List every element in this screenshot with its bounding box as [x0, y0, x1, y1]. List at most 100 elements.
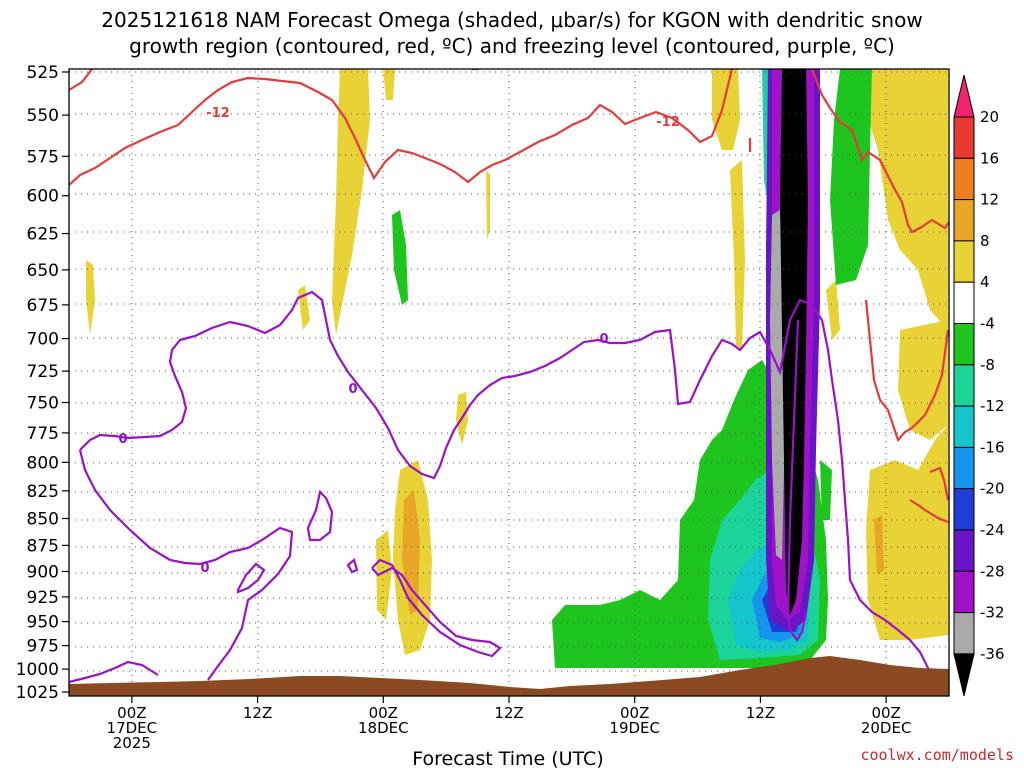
omega-region-4-j	[730, 160, 745, 350]
freezing-contour-left	[78, 449, 294, 681]
y-tick-label-525: 525	[27, 63, 59, 83]
x-tick-label-3-line1: 12Z	[494, 704, 523, 722]
omega-region-4-n	[826, 280, 840, 340]
colorbar-label--24: -24	[980, 521, 1005, 539]
y-tick-label-925: 925	[27, 588, 59, 608]
chart-title-line1: 2025121618 NAM Forecast Omega (shaded, μ…	[101, 8, 922, 32]
y-tick-label-650: 650	[27, 261, 59, 281]
omega-region-4-c	[86, 260, 95, 335]
colorbar-cell-1	[953, 116, 975, 159]
colorbar-cell-7	[953, 364, 975, 407]
x-tick-label-6-line1: 00Z	[871, 704, 900, 722]
colorbar-cell-9	[953, 446, 975, 490]
omega-region-4-i	[712, 69, 740, 150]
x-tick-label-2-line2: 18DEC	[358, 719, 409, 737]
freezing-contour-lowleft	[371, 558, 502, 658]
y-tick-label-900: 900	[27, 562, 59, 582]
omega-region-4-m	[866, 425, 948, 640]
omega-region-neg32-a	[770, 210, 784, 560]
x-tick-label-4-line2: 19DEC	[609, 719, 660, 737]
omega-shading-neg36	[780, 69, 808, 615]
y-tick-label-1000: 1000	[16, 660, 59, 680]
y-axis: 525 550 575 600 625 650 675 700 725 750 775 800 825 8…	[16, 63, 69, 703]
y-tick-label-825: 825	[27, 482, 59, 502]
colorbar-label--4: -4	[980, 315, 995, 333]
credit-text: coolwx.com/models	[860, 746, 1014, 764]
omega-shading-neg32	[770, 210, 784, 560]
colorbar-label--12: -12	[980, 397, 1005, 415]
freezing-contour-main	[69, 290, 936, 684]
x-tick-label-1-line1: 12Z	[243, 704, 272, 722]
colorbar-label--8: -8	[980, 356, 995, 374]
x-tick-label-0-line1: 00Z	[117, 704, 146, 722]
omega-region-8-a	[402, 490, 420, 615]
y-tick-label-850: 850	[27, 510, 59, 530]
dgz-label-1: -12	[206, 106, 230, 121]
freezing-contour-blob2	[306, 489, 334, 542]
freezing-label-3: 0	[348, 382, 357, 397]
freezing-contour-blob3	[346, 558, 359, 574]
omega-shading-8	[402, 490, 884, 615]
x-tick-label-2-line1: 00Z	[369, 704, 398, 722]
colorbar-label--16: -16	[980, 438, 1005, 456]
colorbar-label-16: 16	[980, 149, 999, 167]
colorbar-cell-6	[953, 323, 975, 366]
omega-region-4-h	[376, 530, 392, 620]
omega-region-4-l	[898, 320, 948, 440]
omega-shading-4	[86, 69, 948, 655]
x-tick-label-5-line1: 12Z	[746, 704, 775, 722]
y-tick-label-975: 975	[27, 637, 59, 657]
y-tick-label-550: 550	[27, 106, 59, 126]
colorbar: 20 16 12 8 4 -4 -8 -12 -16 -20 -24 -28 -32 -36	[953, 74, 1005, 697]
colorbar-label--20: -20	[980, 480, 1005, 498]
x-tick-label-6-line2: 20DEC	[861, 719, 912, 737]
colorbar-label-8: 8	[980, 232, 990, 250]
colorbar-cell-4	[953, 240, 975, 283]
y-tick-label-800: 800	[27, 453, 59, 473]
x-axis-label: Forecast Time (UTC)	[412, 748, 603, 768]
freezing-contour-blob1	[236, 562, 266, 594]
plot-area: -12 -12 0 0 0 0	[69, 69, 949, 696]
freezing-label-1: 0	[118, 432, 127, 447]
colorbar-cell-3	[953, 199, 975, 242]
omega-region-neg36-a	[780, 69, 808, 615]
y-tick-label-950: 950	[27, 613, 59, 633]
colorbar-label--32: -32	[980, 604, 1005, 622]
colorbar-label--36: -36	[980, 645, 1005, 663]
y-tick-label-725: 725	[27, 362, 59, 382]
y-tick-label-700: 700	[27, 330, 59, 350]
colorbar-cell-14	[953, 653, 975, 697]
colorbar-label-20: 20	[980, 108, 999, 126]
omega-region-4-k	[860, 69, 948, 330]
omega-region-4-a	[332, 69, 370, 335]
colorbar-cell-12	[953, 570, 975, 614]
terrain-ground	[69, 656, 949, 696]
omega-region-4-d	[486, 170, 490, 240]
omega-region-neg4-a	[392, 210, 408, 305]
colorbar-label--28: -28	[980, 562, 1005, 580]
x-tick-label-0-line3: 2025	[113, 734, 151, 752]
freezing-contours	[69, 290, 936, 684]
x-tick-label-4-line1: 00Z	[620, 704, 649, 722]
freezing-label-4: 0	[599, 332, 608, 347]
colorbar-cell-0	[953, 74, 975, 118]
y-tick-label-875: 875	[27, 536, 59, 556]
y-tick-label-1025: 1025	[16, 683, 59, 703]
colorbar-label-12: 12	[980, 191, 999, 209]
y-tick-label-750: 750	[27, 394, 59, 414]
colorbar-cell-11	[953, 529, 975, 572]
colorbar-cell-13	[953, 612, 975, 655]
dgz-contour-lower	[472, 69, 949, 443]
y-tick-label-575: 575	[27, 147, 59, 167]
x-tick-label-0-line2: 17DEC	[107, 719, 158, 737]
y-tick-label-775: 775	[27, 424, 59, 444]
omega-region-neg4-d	[820, 460, 832, 520]
colorbar-cell-10	[953, 488, 975, 531]
y-tick-label-625: 625	[27, 225, 59, 245]
omega-region-8-b	[874, 515, 884, 575]
freezing-contour-right	[786, 319, 808, 642]
chart-title-line2: growth region (contoured, red, ºC) and f…	[129, 34, 895, 58]
colorbar-cell-2	[953, 157, 975, 201]
colorbar-label-4: 4	[980, 273, 990, 291]
